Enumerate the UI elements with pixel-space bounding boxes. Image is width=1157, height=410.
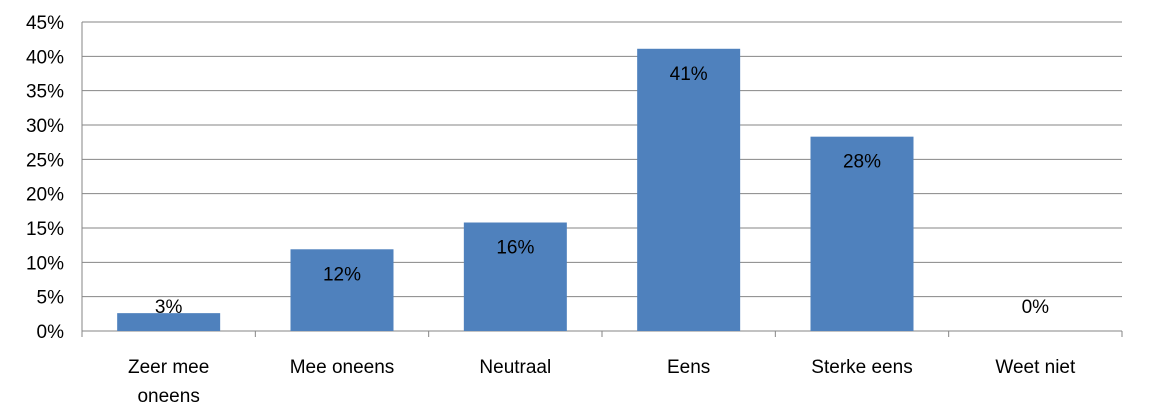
x-category-label-line: Sterke eens bbox=[811, 357, 912, 378]
data-label: 16% bbox=[496, 238, 534, 259]
x-category-label-line: oneens bbox=[137, 386, 199, 407]
y-tick-label: 10% bbox=[26, 253, 64, 274]
gridlines bbox=[81, 21, 1123, 337]
y-tick-label: 25% bbox=[26, 150, 64, 171]
data-label: 12% bbox=[323, 264, 361, 285]
y-tick-label: 15% bbox=[26, 219, 64, 240]
bar bbox=[810, 136, 914, 331]
x-category-label: Zeer mee oneens bbox=[128, 357, 209, 407]
x-category-label: Eens bbox=[667, 357, 710, 378]
x-category-label-line: Weet niet bbox=[995, 357, 1076, 378]
x-category-label-line: Eens bbox=[667, 357, 710, 378]
bar bbox=[637, 48, 741, 331]
y-axis-tick-labels: 0% 5% 10% 15% 20% 25% 30% 35% 40% 45% bbox=[26, 13, 64, 343]
x-category-label-line: Neutraal bbox=[479, 357, 551, 378]
y-tick-label: 20% bbox=[26, 185, 64, 206]
x-axis-category-labels: Zeer mee oneens Mee oneens Neutraal Eens Ster… bbox=[128, 357, 1076, 407]
y-tick-label: 40% bbox=[26, 47, 64, 68]
y-tick-label: 35% bbox=[26, 82, 64, 103]
y-tick-label: 30% bbox=[26, 116, 64, 137]
data-label: 0% bbox=[1022, 297, 1050, 318]
bar bbox=[463, 222, 567, 331]
x-category-label: Neutraal bbox=[479, 357, 551, 378]
x-category-label: Mee oneens bbox=[290, 357, 395, 378]
bar bbox=[290, 249, 394, 331]
x-category-label: Weet niet bbox=[995, 357, 1076, 378]
bar bbox=[117, 313, 221, 331]
data-label: 41% bbox=[670, 64, 708, 85]
y-tick-label: 45% bbox=[26, 13, 64, 34]
data-label: 3% bbox=[155, 297, 183, 318]
x-category-label: Sterke eens bbox=[811, 357, 912, 378]
data-label: 28% bbox=[843, 152, 881, 173]
x-category-label-line: Mee oneens bbox=[290, 357, 395, 378]
x-category-label-line: Zeer mee bbox=[128, 357, 209, 378]
bars bbox=[117, 48, 914, 331]
y-tick-label: 5% bbox=[37, 288, 65, 309]
y-tick-label: 0% bbox=[37, 322, 65, 343]
data-labels: 3% 12% 16% 41% 28% 0% bbox=[155, 64, 1049, 318]
